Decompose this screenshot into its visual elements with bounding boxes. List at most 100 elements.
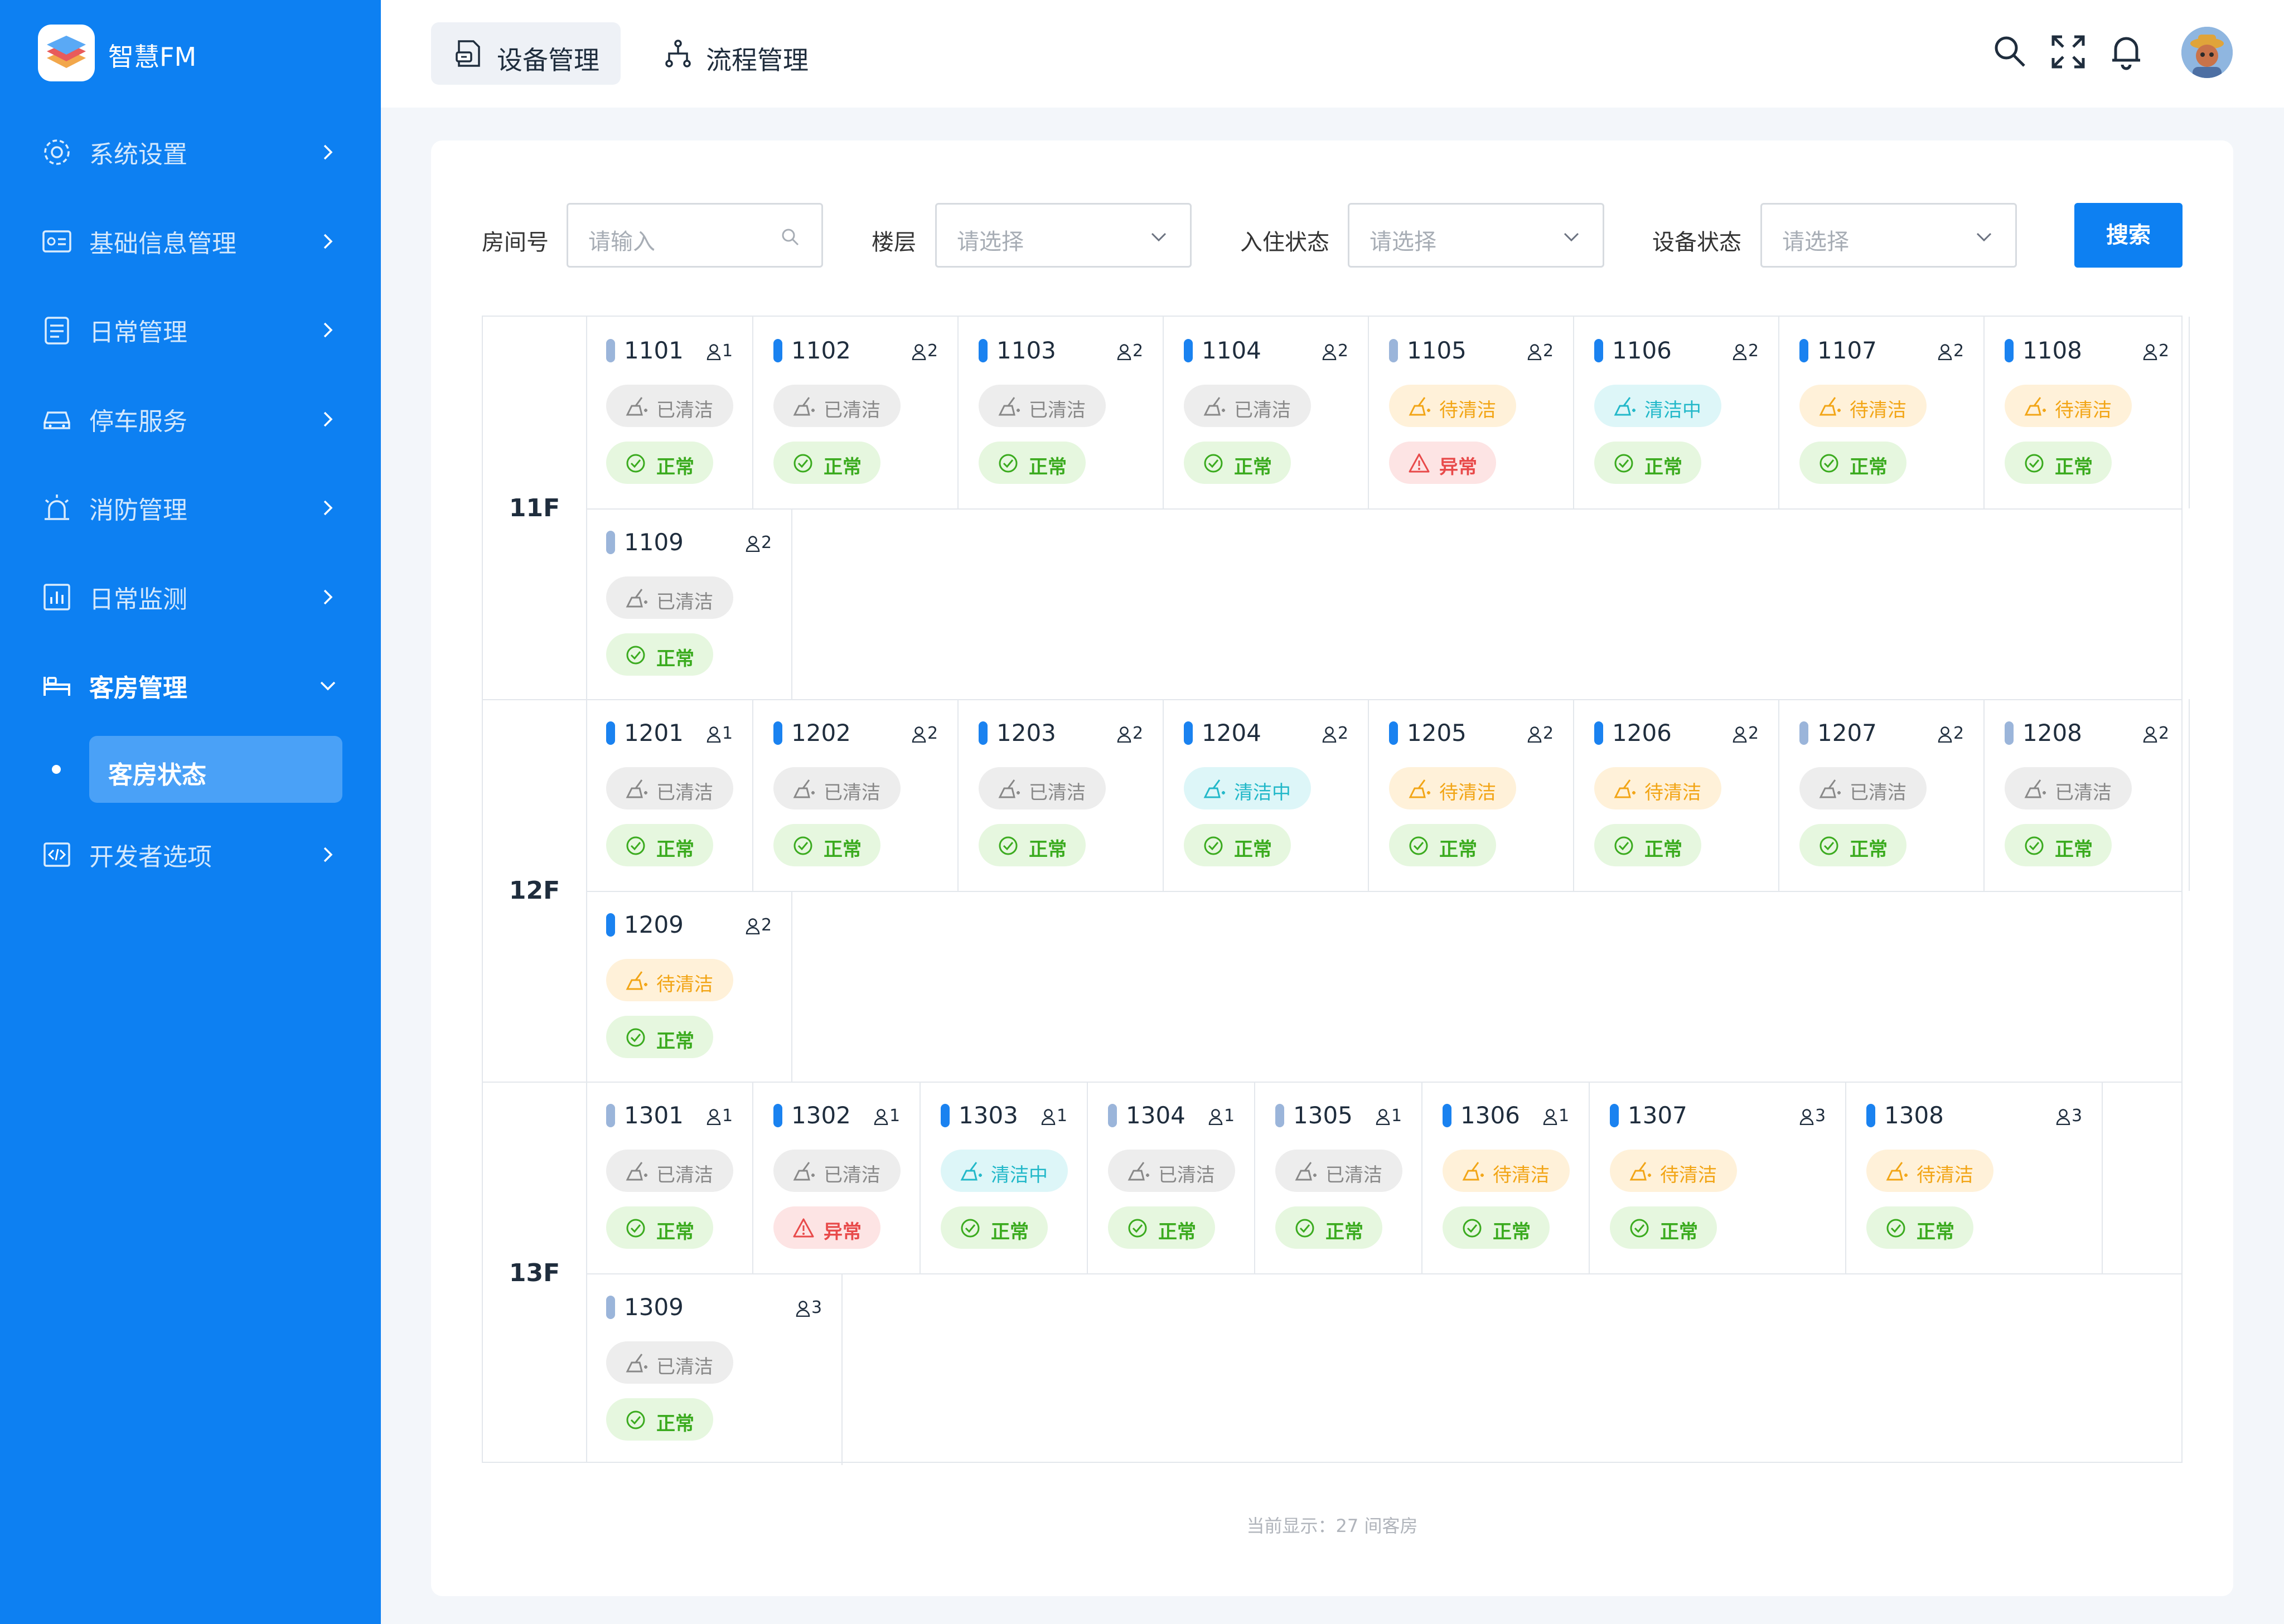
room-cell-1204[interactable]: 1204 2 清洁中 正常: [1164, 699, 1369, 891]
occupant-count: 2: [1338, 341, 1349, 361]
room-cell-1208[interactable]: 1208 2 已清洁 正常: [1985, 699, 2190, 891]
broom-icon: [1462, 1162, 1484, 1181]
cleaning-status-badge: 已清洁: [606, 767, 733, 809]
sidebar-item-developer-options[interactable]: 开发者选项: [0, 821, 381, 888]
room-cell-1303[interactable]: 1303 1 清洁中 正常: [921, 1082, 1088, 1273]
occupant-count: 1: [1057, 1106, 1068, 1126]
sidebar-item-parking[interactable]: 停车服务: [0, 386, 381, 453]
room-cell-1205[interactable]: 1205 2 待清洁 正常: [1369, 699, 1574, 891]
check-circle-icon: [1630, 1219, 1649, 1238]
bell-icon[interactable]: [2107, 32, 2146, 71]
broom-icon: [1614, 397, 1635, 416]
sidebar-item-basic-info[interactable]: 基础信息管理: [0, 208, 381, 275]
cleaning-status-badge: 已清洁: [979, 385, 1106, 427]
occupancy-bar: [1184, 339, 1193, 362]
room-cell-1201[interactable]: 1201 1 已清洁 正常: [586, 699, 753, 891]
room-number: 1301: [624, 1102, 684, 1129]
room-cell-1307[interactable]: 1307 3 待清洁 正常: [1590, 1082, 1846, 1273]
person-icon: [1376, 1109, 1390, 1125]
room-number: 1209: [624, 911, 684, 938]
occupancy-bar: [941, 1104, 950, 1127]
check-circle-icon: [1820, 836, 1838, 855]
person-icon: [1117, 344, 1131, 360]
person-icon: [1938, 344, 1952, 360]
device-status-badge: 正常: [941, 1206, 1048, 1249]
room-cell-1202[interactable]: 1202 2 已清洁 正常: [753, 699, 959, 891]
room-number-input[interactable]: 请输入: [567, 203, 823, 268]
room-cell-1207[interactable]: 1207 2 已清洁 正常: [1779, 699, 1985, 891]
room-cell-1108[interactable]: 1108 2 待清洁 正常: [1985, 317, 2190, 508]
floor-label: 楼层: [872, 230, 916, 255]
avatar[interactable]: [2181, 27, 2233, 78]
search-button[interactable]: 搜索: [2074, 203, 2183, 268]
chevron-right-icon: [323, 500, 333, 516]
person-icon: [1799, 1109, 1814, 1125]
room-cell-1109[interactable]: 1109 2 已清洁 正常: [586, 508, 792, 700]
occupant-count: 2: [1338, 724, 1349, 743]
check-circle-icon: [1204, 454, 1223, 473]
room-cell-1107[interactable]: 1107 2 待清洁 正常: [1779, 317, 1985, 508]
sidebar-item-room-management[interactable]: 客房管理: [0, 652, 381, 719]
room-cell-1309[interactable]: 1309 3 已清洁 正常: [586, 1273, 843, 1465]
sidebar-item-daily-monitoring[interactable]: 日常监测: [0, 564, 381, 631]
top-header: [381, 0, 2284, 108]
sidebar-subitem-room-status[interactable]: 客房状态: [89, 736, 342, 803]
occupancy-status-label: 入住状态: [1240, 230, 1329, 255]
device-status-badge: 正常: [1594, 824, 1701, 866]
sidebar-item-label: 日常管理: [89, 318, 187, 347]
room-cell-1306[interactable]: 1306 1 待清洁 正常: [1422, 1082, 1590, 1273]
room-cell-1103[interactable]: 1103 2 已清洁 正常: [959, 317, 1164, 508]
occupant-count: 2: [1748, 724, 1759, 743]
room-cell-1104[interactable]: 1104 2 已清洁 正常: [1164, 317, 1369, 508]
tab-process-management[interactable]: 流程管理: [640, 22, 830, 85]
room-number: 1107: [1817, 337, 1877, 364]
user-avatar-icon: [2181, 27, 2233, 78]
room-cell-1106[interactable]: 1106 2 清洁中 正常: [1574, 317, 1779, 508]
occupancy-status-select[interactable]: 请选择: [1348, 203, 1604, 268]
check-circle-icon: [999, 836, 1018, 855]
tab-device-management[interactable]: 设备管理: [431, 22, 621, 85]
sidebar-item-label: 基础信息管理: [89, 230, 236, 258]
room-cell-1302[interactable]: 1302 1 已清洁 异常: [753, 1082, 921, 1273]
cleaning-status-badge: 待清洁: [1866, 1150, 1993, 1192]
cleaning-status-badge: 待清洁: [2005, 385, 2132, 427]
floor-select[interactable]: 请选择: [935, 203, 1192, 268]
device-status-badge: 正常: [1108, 1206, 1215, 1249]
sidebar-item-system-settings[interactable]: 系统设置: [0, 119, 381, 186]
person-icon: [2143, 344, 2157, 360]
occupant-count: 3: [1815, 1106, 1826, 1126]
room-number: 1202: [791, 719, 851, 746]
check-circle-icon: [626, 836, 645, 855]
person-icon: [1117, 726, 1131, 743]
cleaning-status-badge: 清洁中: [941, 1150, 1068, 1192]
sidebar-item-fire-management[interactable]: 消防管理: [0, 474, 381, 541]
sidebar-item-label: 日常监测: [89, 585, 187, 614]
device-status-badge: 正常: [606, 1206, 713, 1249]
search-icon[interactable]: [1991, 32, 2030, 71]
fullscreen-icon[interactable]: [2049, 32, 2088, 71]
device-status-badge: 正常: [1866, 1206, 1973, 1249]
broom-icon: [1128, 1162, 1149, 1181]
room-cell-1305[interactable]: 1305 1 已清洁 正常: [1255, 1082, 1422, 1273]
room-cell-1304[interactable]: 1304 1 已清洁 正常: [1088, 1082, 1255, 1273]
chevron-down-icon: [1151, 232, 1167, 242]
room-cell-1102[interactable]: 1102 2 已清洁 正常: [753, 317, 959, 508]
device-status-select[interactable]: 请选择: [1760, 203, 2017, 268]
check-circle-icon: [626, 646, 645, 665]
chevron-down-icon: [1564, 232, 1579, 242]
device-status-badge: 正常: [606, 633, 713, 676]
room-cell-1105[interactable]: 1105 2 待清洁 异常: [1369, 317, 1574, 508]
room-cell-1101[interactable]: 1101 1 已清洁 正常: [586, 317, 753, 508]
device-status-label: 设备状态: [1652, 230, 1741, 255]
room-cell-1206[interactable]: 1206 2 待清洁 正常: [1574, 699, 1779, 891]
check-circle-icon: [626, 1410, 645, 1429]
select-placeholder: 请选择: [957, 229, 1024, 255]
room-cell-1203[interactable]: 1203 2 已清洁 正常: [959, 699, 1164, 891]
room-cell-1308[interactable]: 1308 3 待清洁 正常: [1846, 1082, 2103, 1273]
room-cell-1209[interactable]: 1209 2 待清洁 正常: [586, 891, 792, 1083]
sidebar-item-daily-management[interactable]: 日常管理: [0, 297, 381, 363]
person-icon: [746, 536, 760, 552]
row-divider: [586, 891, 2181, 892]
occupancy-bar: [1184, 721, 1193, 745]
room-cell-1301[interactable]: 1301 1 已清洁 正常: [586, 1082, 753, 1273]
